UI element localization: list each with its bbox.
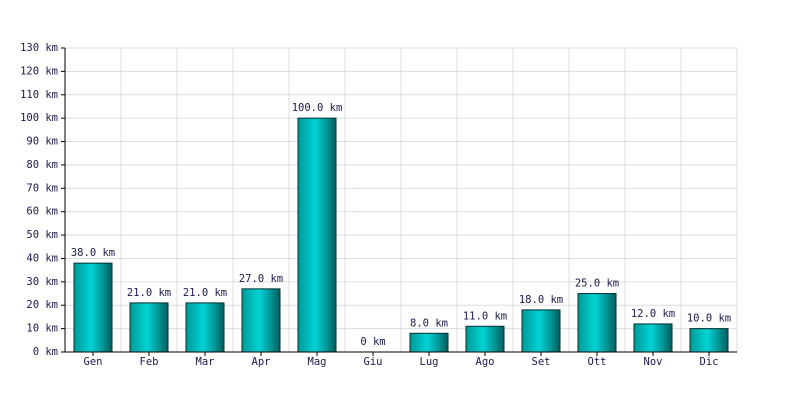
y-tick-label: 0 km — [33, 346, 58, 358]
bar — [129, 302, 169, 353]
bar — [521, 309, 561, 353]
data-label: 38.0 km — [71, 247, 115, 259]
bar — [689, 328, 729, 353]
y-tick-label: 90 km — [26, 136, 58, 148]
x-tick-label: Set — [532, 356, 551, 368]
x-tick-label: Mag — [308, 356, 327, 368]
bar — [241, 288, 281, 353]
y-tick-label: 80 km — [26, 159, 58, 171]
x-tick-label: Ott — [588, 356, 607, 368]
y-tick-label: 110 km — [20, 89, 58, 101]
data-label: 12.0 km — [631, 308, 675, 320]
x-tick-label: Lug — [420, 356, 439, 368]
data-label: 25.0 km — [575, 278, 619, 290]
x-tick-label: Nov — [644, 356, 663, 368]
data-label: 8.0 km — [410, 317, 448, 329]
bar — [409, 332, 449, 353]
data-label: 18.0 km — [519, 294, 563, 306]
x-tick-label: Giu — [364, 356, 383, 368]
data-label: 0 km — [360, 336, 385, 348]
x-tick-label: Mar — [196, 356, 215, 368]
bar — [297, 117, 337, 353]
y-tick-label: 20 km — [26, 299, 58, 311]
bar — [577, 293, 617, 353]
data-label: 21.0 km — [183, 287, 227, 299]
y-tick-label: 100 km — [20, 112, 58, 124]
x-tick-label: Ago — [476, 356, 495, 368]
y-tick-label: 40 km — [26, 252, 58, 264]
x-tick-label: Dic — [700, 356, 719, 368]
y-tick-label: 120 km — [20, 65, 58, 77]
data-label: 11.0 km — [463, 310, 507, 322]
bar — [185, 302, 225, 353]
bar — [465, 325, 505, 353]
x-tick-label: Apr — [252, 356, 271, 368]
y-tick-label: 130 km — [20, 42, 58, 54]
y-tick-label: 50 km — [26, 229, 58, 241]
data-label: 100.0 km — [292, 102, 343, 114]
x-tick-label: Feb — [140, 356, 159, 368]
data-label: 21.0 km — [127, 287, 171, 299]
bar — [73, 262, 113, 353]
data-label: 27.0 km — [239, 273, 283, 285]
bar — [633, 323, 673, 353]
y-tick-label: 30 km — [26, 276, 58, 288]
x-tick-label: Gen — [84, 356, 103, 368]
y-tick-label: 60 km — [26, 206, 58, 218]
y-tick-label: 70 km — [26, 182, 58, 194]
data-label: 10.0 km — [687, 313, 731, 325]
y-tick-label: 10 km — [26, 323, 58, 335]
